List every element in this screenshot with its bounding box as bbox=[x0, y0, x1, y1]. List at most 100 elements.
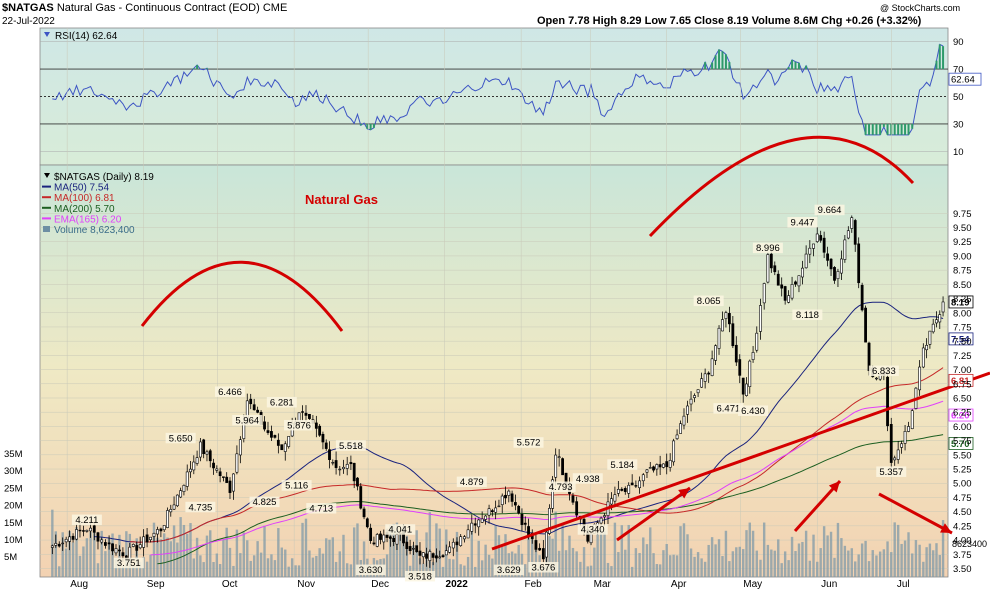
volume-bar bbox=[766, 544, 770, 577]
volume-bar bbox=[172, 525, 176, 577]
volume-bar bbox=[125, 531, 128, 577]
candle-body bbox=[665, 461, 669, 468]
volume-bar bbox=[334, 561, 338, 577]
rsi-level-label: 10 bbox=[953, 147, 964, 158]
candle-body bbox=[273, 435, 277, 438]
price-annotation-bg bbox=[545, 481, 576, 492]
volume-bar bbox=[551, 538, 554, 577]
volume-bar bbox=[668, 555, 672, 577]
candle-body bbox=[766, 254, 770, 283]
candle-body bbox=[534, 540, 538, 550]
candle-body bbox=[731, 323, 735, 347]
volume-bar bbox=[900, 543, 903, 577]
copyright: @ StockCharts.com bbox=[880, 3, 961, 13]
candle-body bbox=[103, 542, 107, 546]
volume-bar bbox=[751, 530, 755, 577]
volume-bar bbox=[71, 542, 75, 577]
volume-bar bbox=[860, 543, 864, 577]
volume-bar bbox=[294, 565, 297, 577]
volume-bar bbox=[287, 566, 290, 577]
volume-bar bbox=[599, 528, 603, 577]
volume-bar bbox=[564, 550, 568, 577]
volume-bar bbox=[617, 552, 620, 577]
volume-bar bbox=[812, 534, 815, 577]
price-tick-label: 7.50 bbox=[953, 337, 972, 348]
price-annotation-bg bbox=[577, 524, 608, 535]
volume-bar bbox=[484, 544, 487, 577]
candle-body bbox=[755, 332, 759, 351]
price-annotation-bg bbox=[355, 564, 386, 576]
candle-body bbox=[790, 284, 794, 299]
price-annotation: 5.572 bbox=[517, 438, 541, 449]
price-panel: 8.19 7.54 6.81 6.20 5.70 4.211 3.751 5.650 4.735… bbox=[4, 28, 990, 590]
rsi-legend-marker bbox=[44, 32, 50, 37]
candle-body bbox=[703, 373, 707, 382]
candle-body bbox=[324, 442, 328, 449]
volume-bar bbox=[138, 561, 142, 577]
volume-bar bbox=[58, 566, 61, 577]
candle-body bbox=[152, 532, 156, 537]
last-value-label: 8.19 bbox=[951, 297, 970, 308]
volume-bar bbox=[777, 539, 780, 577]
volume-bar bbox=[679, 526, 682, 577]
candle-body bbox=[610, 498, 613, 505]
volume-bar bbox=[755, 550, 758, 577]
candle-body bbox=[61, 542, 65, 545]
candle-body bbox=[575, 501, 579, 516]
candle-body bbox=[846, 230, 850, 239]
price-annotation: 5.876 bbox=[287, 420, 311, 431]
candle-body bbox=[100, 539, 104, 543]
candle-body bbox=[418, 550, 422, 556]
candle-body bbox=[202, 439, 206, 455]
volume-bar bbox=[850, 548, 853, 577]
candle-body bbox=[675, 434, 679, 440]
volume-bar bbox=[338, 551, 341, 577]
candle-body bbox=[287, 436, 291, 447]
candle-body bbox=[175, 494, 179, 507]
volume-bar bbox=[804, 530, 808, 577]
candle-body bbox=[500, 495, 504, 505]
volume-bar bbox=[284, 549, 287, 577]
arrow-up-1-head bbox=[678, 488, 690, 499]
candle-body bbox=[497, 505, 501, 508]
title-rest: Natural Gas - Continuous Contract (EOD) bbox=[56, 2, 260, 14]
arrow-down bbox=[878, 492, 953, 535]
candle-body bbox=[490, 510, 494, 513]
candle-body bbox=[54, 543, 58, 546]
volume-bar bbox=[318, 548, 321, 577]
volume-bar bbox=[836, 522, 840, 577]
candle-body bbox=[131, 544, 135, 547]
volume-bar bbox=[603, 530, 606, 577]
candle-body bbox=[263, 421, 266, 430]
volume-bar bbox=[935, 543, 938, 577]
volume-bar bbox=[907, 532, 910, 577]
volume-bar bbox=[780, 563, 783, 577]
legend-entry: $NATGAS (Daily) 8.19 bbox=[54, 172, 154, 183]
volume-bar bbox=[494, 525, 497, 577]
volume-bar bbox=[890, 552, 893, 577]
volume-bar bbox=[524, 564, 527, 577]
volume-bar bbox=[638, 553, 641, 577]
volume-bar bbox=[840, 538, 843, 577]
volume-bar bbox=[159, 539, 163, 577]
rsi-level-label: 30 bbox=[953, 119, 964, 130]
price-annotation-bg bbox=[814, 204, 845, 216]
price-annotation-bg bbox=[185, 501, 216, 513]
candle-body bbox=[745, 383, 748, 396]
candle-body bbox=[462, 536, 466, 540]
candle-body bbox=[78, 529, 82, 532]
volume-bar bbox=[64, 548, 68, 577]
candle-body bbox=[822, 237, 826, 253]
volume-bar bbox=[218, 564, 222, 577]
candle-body bbox=[538, 547, 542, 551]
volume-bar bbox=[735, 547, 738, 577]
candle-body bbox=[162, 525, 166, 531]
volume-bar bbox=[630, 566, 634, 577]
candle-body bbox=[438, 556, 442, 559]
volume-bar bbox=[477, 540, 480, 577]
candle-body bbox=[780, 284, 784, 289]
volume-bar bbox=[448, 558, 451, 577]
volume-bar bbox=[517, 545, 520, 577]
candle-body bbox=[935, 319, 938, 324]
candle-body bbox=[283, 443, 287, 452]
